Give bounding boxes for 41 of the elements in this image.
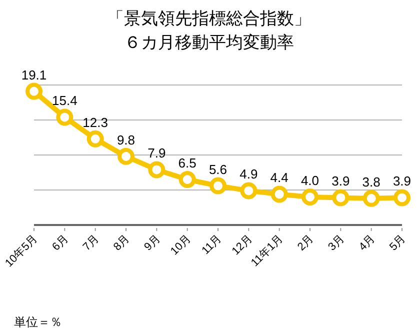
chart-title: 「景気領先指標総合指数」 xyxy=(107,9,311,28)
point xyxy=(210,177,226,194)
text: 単位＝％ xyxy=(14,315,62,329)
data-label: 4.9 xyxy=(240,166,258,182)
point xyxy=(56,108,74,126)
x-tick-label: 3月 xyxy=(326,232,347,254)
x-tick-label: 11月 xyxy=(200,232,224,257)
data-label: 12.3 xyxy=(82,114,108,130)
point xyxy=(302,188,318,206)
x-tick-label: 6月 xyxy=(50,232,71,254)
data-label: 4.4 xyxy=(270,170,288,186)
data-label: 7.9 xyxy=(148,146,166,161)
point xyxy=(86,130,104,148)
point xyxy=(362,190,380,207)
point xyxy=(178,171,196,188)
chart-subtitle: ６カ月移動平均変動率 xyxy=(124,33,294,52)
x-tick-label: 2月 xyxy=(296,232,316,254)
x-tick-label: 4月 xyxy=(356,232,378,254)
point xyxy=(394,189,410,206)
point xyxy=(148,161,166,178)
data-label: 3.9 xyxy=(392,174,412,189)
data-label: 19.1 xyxy=(21,67,47,82)
point xyxy=(270,186,288,203)
point xyxy=(332,189,350,206)
x-tick-label: 9月 xyxy=(142,232,163,254)
point xyxy=(240,182,258,200)
data-label: 3.9 xyxy=(332,174,350,189)
data-label: 4.0 xyxy=(300,173,320,188)
x-tick-label: 10月 xyxy=(168,232,194,258)
x-tick-label: 7月 xyxy=(80,232,102,254)
data-label: 6.5 xyxy=(178,156,196,170)
x-tick-label: 8月 xyxy=(112,232,132,254)
data-label: 9.8 xyxy=(116,132,136,148)
x-tick-label: 5月 xyxy=(388,232,408,254)
x-tick-label: 12月 xyxy=(230,232,255,258)
data-label: 3.8 xyxy=(362,174,380,190)
x-tick-label: 10年5月 xyxy=(3,232,40,270)
data-label: 15.4 xyxy=(52,93,78,108)
point xyxy=(26,82,42,100)
point xyxy=(118,148,134,165)
data-label: 5.6 xyxy=(208,162,228,177)
